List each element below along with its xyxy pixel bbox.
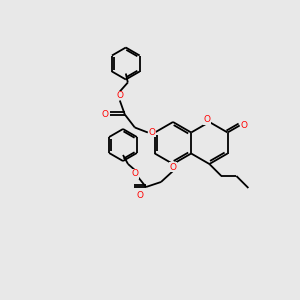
Text: O: O xyxy=(240,121,247,130)
Text: O: O xyxy=(136,190,143,200)
Text: O: O xyxy=(204,116,211,124)
Text: O: O xyxy=(116,91,123,100)
Text: O: O xyxy=(131,169,139,178)
Text: O: O xyxy=(169,163,176,172)
Text: O: O xyxy=(101,110,108,119)
Text: O: O xyxy=(148,128,155,137)
